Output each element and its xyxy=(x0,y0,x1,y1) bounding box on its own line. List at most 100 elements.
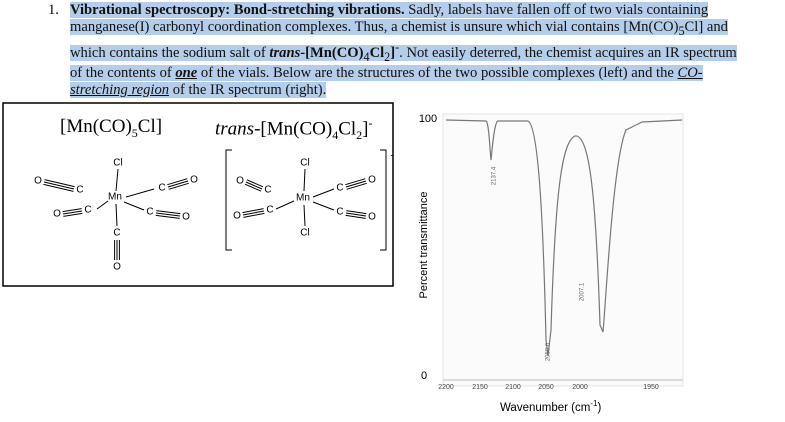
text: Cl xyxy=(369,44,385,61)
atom-label: C xyxy=(146,207,153,218)
bond xyxy=(43,183,74,192)
atom-label: O xyxy=(190,175,198,186)
bond xyxy=(345,214,366,219)
structure-name: trans-[Mn(CO)4Cl2]- xyxy=(215,116,372,143)
atom-bg xyxy=(297,192,309,204)
bond xyxy=(167,180,189,188)
text: trans xyxy=(215,118,255,140)
bond xyxy=(168,182,189,190)
atom-bg xyxy=(366,174,378,186)
atom-label: O xyxy=(236,176,244,187)
atom-label: O xyxy=(113,262,121,273)
bond xyxy=(275,200,295,210)
y-tick-label: 100 xyxy=(419,113,437,125)
bond xyxy=(243,212,265,218)
atom-label: O xyxy=(368,175,376,186)
atom-label: O xyxy=(34,176,42,187)
bracket xyxy=(225,149,387,251)
y-tick-label: 0 xyxy=(421,370,427,382)
bond xyxy=(155,214,180,219)
atom-label: C xyxy=(84,205,91,216)
x-tick-label: 2050 xyxy=(538,384,554,391)
text: CO-stretching region xyxy=(70,65,703,99)
atom-label: O xyxy=(368,212,376,223)
bond xyxy=(345,212,367,217)
structure-box xyxy=(2,102,394,287)
atom-bg xyxy=(334,206,346,218)
text: Cl] xyxy=(137,116,163,137)
atom-label: C xyxy=(113,228,120,239)
bond xyxy=(62,210,83,215)
bond xyxy=(345,180,367,188)
bond xyxy=(244,183,262,192)
text: -[Mn(CO) xyxy=(300,44,364,61)
atom-bg xyxy=(111,227,123,239)
atom-label: C xyxy=(336,207,343,218)
bond xyxy=(96,200,109,210)
bond xyxy=(242,208,264,214)
atom-bg xyxy=(299,157,311,169)
atom-bg xyxy=(112,157,124,169)
bond xyxy=(303,204,306,227)
text: Wavenumber (cm xyxy=(500,401,591,414)
text: 2 xyxy=(384,49,391,64)
spectrum-curve xyxy=(445,119,683,357)
text: [Mn(CO) xyxy=(60,116,132,137)
text: -1 xyxy=(590,399,598,408)
x-tick-label: 2200 xyxy=(438,384,454,391)
bond xyxy=(155,212,181,217)
atom-label: C xyxy=(266,205,273,216)
atom-bg xyxy=(231,210,243,222)
bond xyxy=(63,212,83,217)
bond xyxy=(246,179,264,188)
question-text: Vibrational spectroscopy: Bond-stretchin… xyxy=(70,2,742,99)
x-tick-label: 2150 xyxy=(472,384,488,391)
text: 4 xyxy=(332,128,339,143)
text: trans xyxy=(269,44,301,61)
text: 5 xyxy=(131,125,138,140)
atom-bg xyxy=(144,206,156,218)
atom-bg xyxy=(82,204,94,216)
atom-label: O xyxy=(53,209,61,220)
text: 4 xyxy=(363,49,370,64)
text: ] xyxy=(362,118,369,140)
atom-label: O xyxy=(233,211,241,222)
atom-bg xyxy=(51,208,63,220)
x-tick-label: 1950 xyxy=(643,384,659,391)
atom-bg xyxy=(109,191,121,203)
atom-bg xyxy=(188,174,200,186)
atom-label: C xyxy=(336,183,343,194)
text: -[Mn(CO) xyxy=(254,118,333,140)
y-axis-label: Percent transmittance xyxy=(418,192,430,299)
question-heading: Vibrational spectroscopy: Bond-stretchin… xyxy=(70,2,405,18)
atom-label: Cl xyxy=(300,158,309,169)
text: - xyxy=(368,116,373,130)
text: ) xyxy=(597,401,602,414)
bond xyxy=(44,179,75,188)
atom-label: O xyxy=(182,212,190,223)
atom-bg xyxy=(299,227,311,239)
bond xyxy=(312,188,335,198)
atom-label: C xyxy=(76,185,83,196)
atom-bg xyxy=(32,175,44,187)
text: one xyxy=(175,65,198,82)
bond xyxy=(156,210,181,215)
text: - xyxy=(395,40,400,55)
bond xyxy=(62,208,82,213)
bond xyxy=(312,201,335,211)
atom-bg xyxy=(180,211,192,223)
atom-bg xyxy=(74,184,86,196)
atom-label: Cl xyxy=(300,228,309,239)
x-tick-label: 2000 xyxy=(572,384,588,391)
atom-label: Mn xyxy=(296,193,310,204)
atom-label: C xyxy=(264,185,271,196)
bond xyxy=(123,201,145,211)
atom-bg xyxy=(264,204,276,216)
spectrum-frame xyxy=(442,113,684,387)
text: ] xyxy=(390,44,396,61)
atom-bg xyxy=(111,261,123,273)
bond xyxy=(125,188,155,198)
atom-bg xyxy=(156,182,168,194)
structure-name: [Mn(CO)5Cl] xyxy=(60,116,162,141)
